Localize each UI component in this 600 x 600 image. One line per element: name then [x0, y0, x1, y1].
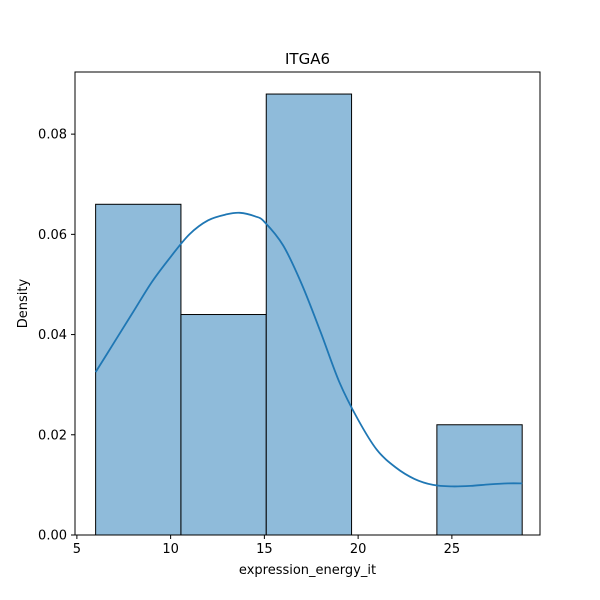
- y-tick-label: 0.08: [38, 128, 67, 143]
- histogram-bars: [95, 93, 523, 536]
- y-tick-label: 0.04: [38, 328, 67, 343]
- y-axis-label: Density: [16, 278, 31, 328]
- x-tick-label: 25: [444, 542, 461, 557]
- histogram-bar-5: [436, 424, 523, 536]
- x-axis-label: expression_energy_it: [239, 563, 376, 578]
- histogram-bar-2: [180, 314, 267, 536]
- x-tick-label: 10: [162, 542, 179, 557]
- y-tick-label: 0.00: [38, 529, 67, 544]
- x-tick-label: 15: [256, 542, 273, 557]
- x-tick-label: 5: [73, 542, 81, 557]
- x-tick-label: 20: [350, 542, 367, 557]
- y-tick-label: 0.02: [38, 428, 67, 443]
- kde-curve: [94, 211, 523, 488]
- histogram-bar-3: [265, 93, 353, 536]
- y-tick-label: 0.06: [38, 228, 67, 243]
- kde-curve-group: [94, 211, 523, 488]
- plot-frame: [74, 71, 541, 536]
- chart-title: ITGA6: [285, 50, 330, 68]
- histogram-bar-1: [95, 203, 182, 536]
- x-axis-ticks: 5 10 15 20 25: [73, 535, 460, 557]
- y-axis-ticks: 0.00 0.02 0.04 0.06 0.08: [38, 128, 75, 544]
